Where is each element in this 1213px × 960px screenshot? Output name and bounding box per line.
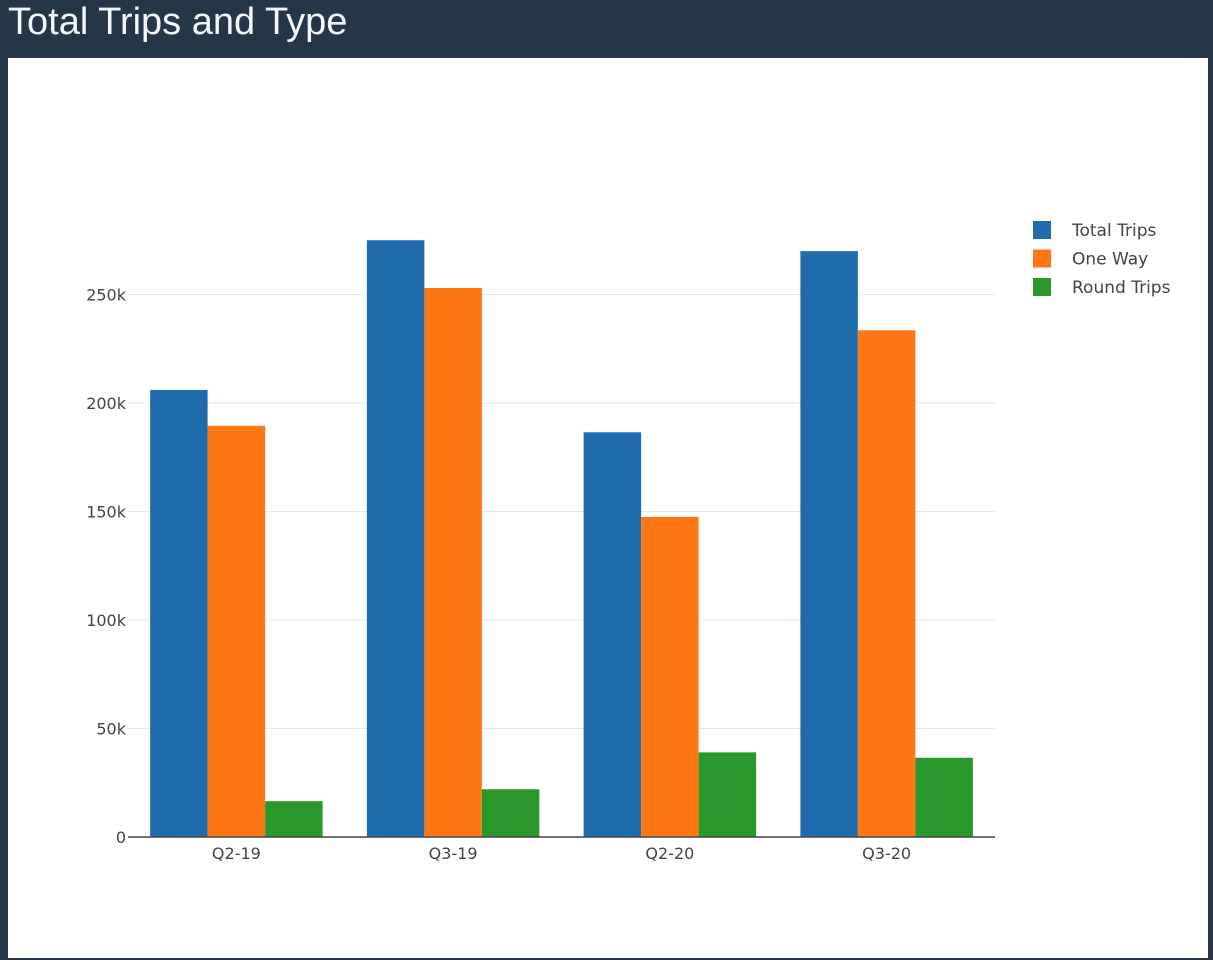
chart-panel: 0 50k 100k 150k 200k 250k Q2-19 Q3-19 Q2-20 Q3-2… (8, 58, 1208, 958)
x-tick-label: Q3-20 (862, 844, 911, 863)
legend-swatch (1033, 221, 1051, 239)
y-tick-label: 250k (86, 286, 127, 305)
page-header: Total Trips and Type (0, 0, 1213, 46)
bar (481, 789, 540, 837)
legend-item[interactable]: Round Trips (1033, 278, 1171, 298)
bar-chart: 0 50k 100k 150k 200k 250k Q2-19 Q3-19 Q2-20 Q3-2… (86, 221, 1171, 863)
legend[interactable]: Total Trips One Way Round Trips (1033, 221, 1171, 298)
page-title: Total Trips and Type (8, 1, 348, 43)
x-axis-ticks: Q2-19 Q3-19 Q2-20 Q3-20 (212, 844, 911, 863)
x-tick-label: Q2-20 (645, 844, 694, 863)
legend-label: One Way (1072, 250, 1148, 270)
bar (641, 516, 699, 837)
bar (150, 389, 208, 837)
bar (698, 752, 757, 837)
y-tick-label: 100k (86, 611, 127, 630)
y-tick-label: 150k (86, 503, 127, 522)
bar (583, 432, 642, 837)
legend-label: Total Trips (1071, 221, 1156, 241)
bar (265, 801, 323, 837)
bar (915, 757, 973, 837)
legend-item[interactable]: One Way (1033, 249, 1148, 270)
bar (424, 287, 482, 837)
legend-label: Round Trips (1072, 278, 1171, 298)
legend-swatch (1033, 278, 1051, 296)
x-tick-label: Q2-19 (212, 844, 261, 863)
legend-item[interactable]: Total Trips (1033, 221, 1156, 241)
y-tick-label: 50k (96, 720, 126, 739)
y-axis-ticks: 0 50k 100k 150k 200k 250k (86, 286, 127, 848)
bars (150, 240, 973, 838)
legend-swatch (1033, 249, 1051, 268)
bar (207, 425, 266, 837)
bar (800, 251, 858, 838)
x-tick-label: Q3-19 (429, 844, 478, 863)
y-tick-label: 200k (86, 394, 127, 413)
y-tick-label: 0 (116, 828, 126, 847)
bar (366, 240, 425, 837)
bar (857, 330, 916, 837)
